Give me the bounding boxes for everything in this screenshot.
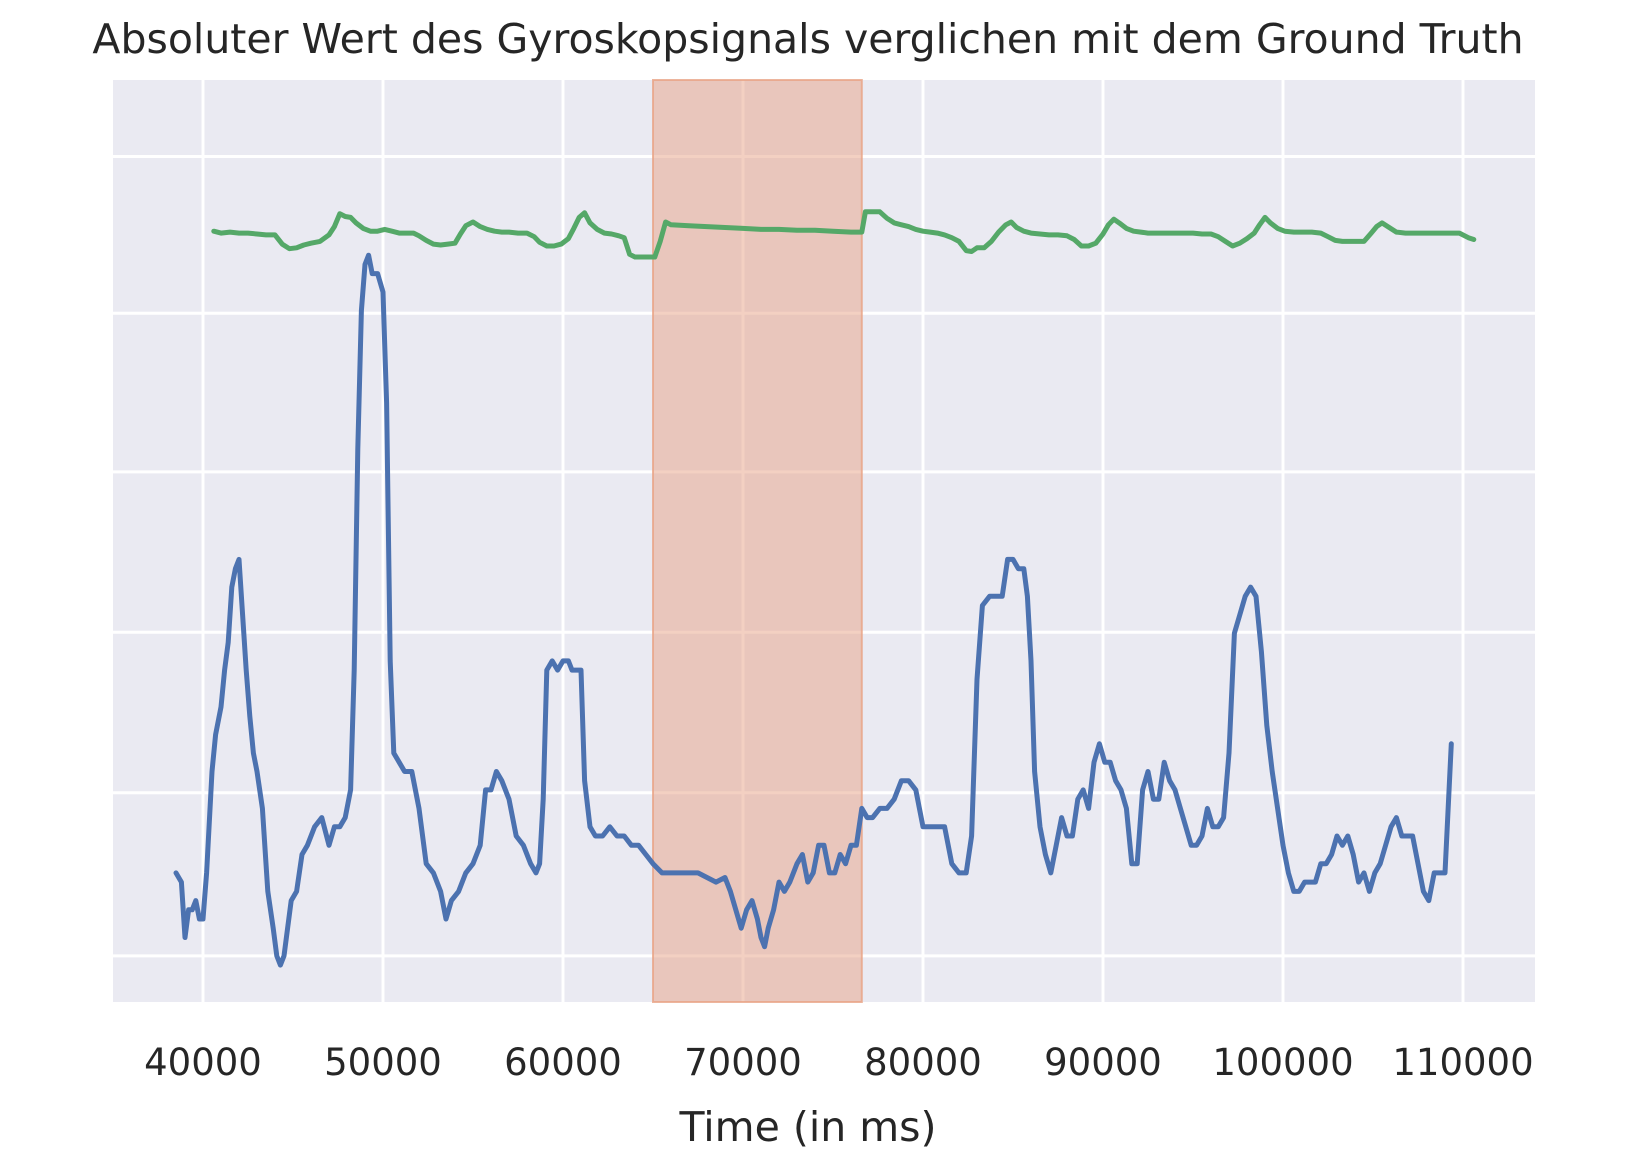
x-tick-label-7: 110000 — [1392, 1041, 1533, 1084]
shaded-region-group — [652, 79, 863, 1003]
x-tick-label-4: 80000 — [864, 1041, 982, 1084]
series-line-0 — [173, 252, 1454, 968]
chart-title: Absoluter Wert des Gyroskopsignals vergl… — [92, 15, 1523, 63]
x-tick-label-0: 40000 — [144, 1041, 262, 1084]
x-tick-label-3: 70000 — [684, 1041, 802, 1084]
series-line-1 — [211, 209, 1477, 260]
x-axis-label: Time (in ms) — [678, 1103, 936, 1151]
x-tick-label-5: 90000 — [1044, 1041, 1162, 1084]
series-group — [173, 209, 1477, 968]
x-tick-label-1: 50000 — [324, 1041, 442, 1084]
x-tick-label-6: 100000 — [1212, 1041, 1353, 1084]
x-tick-label-2: 60000 — [504, 1041, 622, 1084]
shaded-region — [652, 79, 863, 1003]
x-tick-labels: 40000 50000 60000 70000 80000 90000 100000 1100… — [144, 1041, 1533, 1084]
